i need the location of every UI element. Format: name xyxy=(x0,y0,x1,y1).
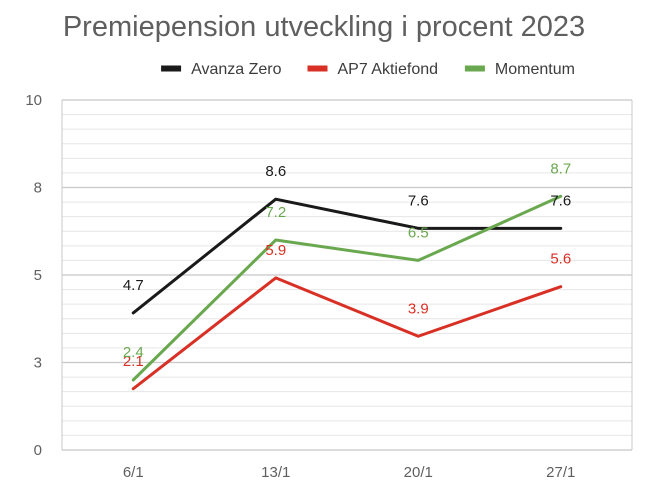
y-tick-label: 5 xyxy=(34,267,42,284)
data-label: 5.6 xyxy=(550,251,571,268)
data-label: 7.6 xyxy=(408,192,429,209)
data-label: 2.4 xyxy=(123,344,144,361)
x-tick-label: 6/1 xyxy=(123,464,144,481)
legend-item: AP7 Aktiefond xyxy=(307,61,439,78)
data-label: 4.7 xyxy=(123,277,144,294)
legend-label: Momentum xyxy=(495,61,575,78)
x-tick-label: 27/1 xyxy=(546,464,575,481)
axes: 0 3 5 8 10 6/1 13/1 20/1 27/1 xyxy=(25,92,575,481)
data-labels: 4.7 8.6 7.6 7.6 2.1 5.9 3.9 5.6 2.4 7.2 6.5 8.7 xyxy=(123,160,571,370)
data-label: 7.6 xyxy=(550,192,571,209)
x-tick-label: 20/1 xyxy=(404,464,433,481)
y-tick-label: 0 xyxy=(34,442,42,459)
data-label: 8.7 xyxy=(550,160,571,177)
data-label: 8.6 xyxy=(265,163,286,180)
data-label: 5.9 xyxy=(265,242,286,259)
chart-title: Premiepension utveckling i procent 2023 xyxy=(63,11,585,43)
data-label: 7.2 xyxy=(265,204,286,221)
x-tick-label: 13/1 xyxy=(261,464,290,481)
legend-swatch xyxy=(161,65,182,72)
data-label: 2.1 xyxy=(123,353,144,370)
series-layer xyxy=(131,194,563,391)
y-tick-label: 8 xyxy=(34,180,42,197)
y-tick-label: 3 xyxy=(34,355,42,372)
legend-label: AP7 Aktiefond xyxy=(338,61,439,78)
grid-lines xyxy=(61,99,633,451)
data-label: 6.5 xyxy=(408,224,429,241)
series-line-momentum xyxy=(131,194,563,382)
data-label: 3.9 xyxy=(408,300,429,317)
y-tick-label: 10 xyxy=(25,92,42,109)
series-line-ap7-aktiefond xyxy=(131,276,563,391)
legend-swatch xyxy=(307,65,328,72)
legend: Avanza Zero AP7 Aktiefond Momentum xyxy=(161,61,575,78)
legend-item: Avanza Zero xyxy=(161,61,282,78)
legend-label: Avanza Zero xyxy=(191,61,282,78)
legend-item: Momentum xyxy=(464,61,575,78)
legend-swatch xyxy=(464,65,485,72)
